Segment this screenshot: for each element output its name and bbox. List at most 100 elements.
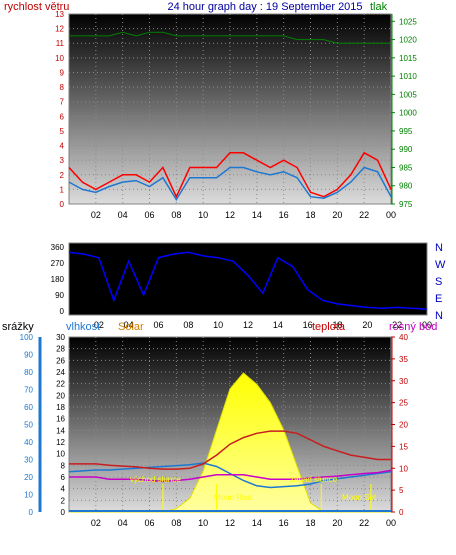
rain-tick-label: 30 — [24, 456, 33, 465]
x-tick-label: 04 — [118, 210, 128, 220]
pressure-tick-label: 1000 — [399, 109, 417, 118]
dewpoint-axis-label: rosný bod — [389, 321, 437, 333]
x-tick-label: 20 — [332, 518, 342, 528]
wind-tick-label: 6 — [60, 112, 65, 121]
wind-tick-label: 7 — [60, 98, 65, 107]
x-tick-label: 06 — [144, 518, 154, 528]
x-tick-label: 04 — [124, 320, 134, 330]
direction-tick-label: 270 — [51, 259, 65, 268]
temperature-line — [69, 430, 391, 470]
wind-direction-line — [68, 251, 428, 310]
x-tick-label: 16 — [279, 210, 289, 220]
x-tick-label: 06 — [153, 320, 163, 330]
wind-tick-label: 0 — [60, 200, 65, 209]
wind-tick-label: 10 — [55, 54, 64, 63]
rain-tick-label: 20 — [24, 473, 33, 482]
wind-direction-series — [68, 251, 428, 310]
wind-tick-label: 2 — [60, 171, 65, 180]
x-tick-label: 20 — [332, 210, 342, 220]
x-tick-label: 16 — [279, 518, 289, 528]
left-tick-label: 2 — [61, 496, 66, 505]
wind-pressure-plot-bg — [68, 13, 392, 205]
left-tick-label: 4 — [61, 485, 66, 494]
wind-tick-label: 1 — [60, 185, 65, 194]
wind-tick-label: 12 — [55, 25, 64, 34]
x-tick-label: 04 — [118, 518, 128, 528]
x-tick-label: 02 — [91, 210, 101, 220]
x-tick-label: 20 — [362, 320, 372, 330]
sunset-label: západ slunce — [290, 475, 338, 484]
compass-label: N — [435, 242, 443, 254]
pressure-tick-label: 985 — [399, 163, 413, 172]
direction-tick-label: 90 — [55, 291, 64, 300]
compass-label: E — [435, 293, 442, 305]
x-tick-label: 18 — [332, 320, 342, 330]
left-tick-label: 22 — [56, 380, 65, 389]
x-tick-label: 02 — [91, 518, 101, 528]
x-tick-label: 10 — [198, 210, 208, 220]
wind-tick-label: 13 — [55, 10, 64, 19]
temp-tick-label: 15 — [399, 442, 408, 451]
x-tick-label: 12 — [225, 518, 235, 528]
x-tick-label: 18 — [305, 518, 315, 528]
temp-tick-label: 0 — [399, 508, 404, 517]
pressure-line — [69, 31, 391, 44]
x-tick-label: 12 — [243, 320, 253, 330]
left-tick-label: 18 — [56, 403, 65, 412]
left-tick-label: 30 — [56, 333, 65, 342]
pressure-tick-label: 995 — [399, 127, 413, 136]
temp-tick-label: 30 — [399, 377, 408, 386]
rain-tick-label: 60 — [24, 403, 33, 412]
temp-tick-label: 5 — [399, 486, 404, 495]
wind-average-line — [68, 166, 392, 202]
rain-tick-label: 90 — [24, 351, 33, 360]
rain-tick-label: 70 — [24, 386, 33, 395]
wind-tick-label: 11 — [56, 39, 65, 48]
temp-humidity-series — [68, 372, 392, 513]
dewpoint-line — [69, 469, 392, 483]
x-tick-label: 00 — [422, 320, 432, 330]
rain-axis-label: srážky — [2, 321, 34, 333]
wind-tick-label: 5 — [60, 127, 65, 136]
wind-pressure-series — [68, 31, 392, 202]
x-tick-label: 08 — [171, 210, 181, 220]
rain-tick-label: 40 — [24, 438, 33, 447]
direction-tick-label: 0 — [60, 307, 65, 316]
left-tick-label: 24 — [56, 368, 65, 377]
humidity-line — [68, 462, 392, 489]
x-tick-label: 00 — [386, 518, 396, 528]
temp-tick-label: 25 — [399, 399, 408, 408]
x-tick-label: 14 — [252, 518, 262, 528]
left-tick-label: 26 — [56, 356, 65, 365]
wind-pressure-axes: 02 04 06 08 10 12 14 16 18 20 22 000123456789101112… — [55, 10, 417, 220]
x-tick-label: 10 — [198, 518, 208, 528]
x-tick-label: 02 — [94, 320, 104, 330]
pressure-tick-label: 1010 — [399, 72, 417, 81]
rain-tick-label: 100 — [20, 333, 34, 342]
wind-direction-plot-bg — [68, 242, 428, 316]
rain-tick-label: 80 — [24, 368, 33, 377]
x-tick-label: 08 — [171, 518, 181, 528]
compass-label: N — [435, 310, 443, 322]
wind-tick-label: 3 — [60, 156, 65, 165]
x-tick-label: 10 — [213, 320, 223, 330]
pressure-tick-label: 990 — [399, 145, 413, 154]
pressure-tick-label: 1025 — [399, 17, 417, 26]
x-tick-label: 14 — [252, 210, 262, 220]
wind-tick-label: 8 — [60, 83, 65, 92]
temp-tick-label: 20 — [399, 421, 408, 430]
compass-label: W — [435, 259, 446, 271]
wind-axis-label: rychlost větru — [4, 1, 69, 13]
x-tick-label: 12 — [225, 210, 235, 220]
pressure-tick-label: 1015 — [399, 54, 417, 63]
pressure-tick-label: 975 — [399, 200, 413, 209]
left-tick-label: 20 — [56, 391, 65, 400]
x-tick-label: 00 — [386, 210, 396, 220]
pressure-tick-label: 1005 — [399, 90, 417, 99]
rain-tick-label: 0 — [29, 508, 34, 517]
x-tick-label: 14 — [273, 320, 283, 330]
moonset-label: Moon Set — [342, 493, 377, 502]
left-tick-label: 16 — [56, 415, 65, 424]
x-tick-label: 08 — [183, 320, 193, 330]
